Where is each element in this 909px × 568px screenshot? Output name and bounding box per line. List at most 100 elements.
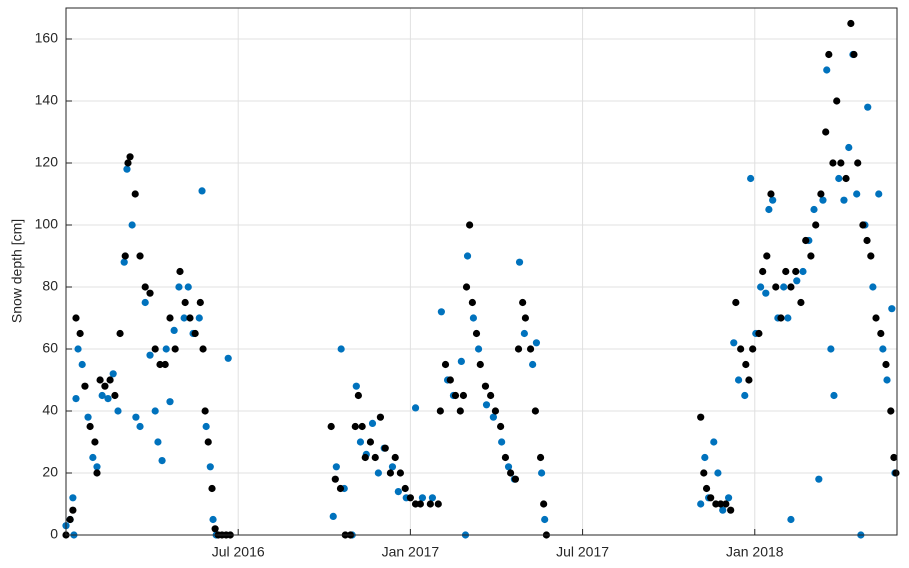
point [337, 345, 345, 353]
point [120, 258, 128, 266]
point [109, 370, 117, 378]
point [391, 453, 399, 462]
point [376, 413, 385, 421]
point [842, 174, 850, 183]
point [787, 515, 795, 524]
point [198, 187, 206, 195]
point [515, 258, 524, 266]
point [327, 422, 335, 431]
point [93, 463, 101, 471]
point [780, 283, 788, 291]
point [702, 484, 711, 493]
point [498, 438, 506, 446]
point [131, 190, 139, 198]
point [128, 221, 136, 229]
point [737, 345, 745, 353]
point [830, 391, 838, 400]
point [466, 221, 474, 229]
point [867, 252, 875, 260]
point [170, 326, 178, 334]
y-tick-label: 0 [50, 526, 58, 542]
point [476, 360, 484, 369]
point [86, 422, 94, 431]
point [331, 475, 339, 483]
point [882, 360, 890, 369]
point [734, 376, 743, 384]
point [714, 469, 722, 477]
point [132, 413, 140, 421]
point [69, 506, 77, 514]
point [777, 314, 785, 322]
point [537, 469, 546, 477]
point [540, 500, 548, 508]
point [741, 391, 749, 400]
point [141, 283, 149, 291]
point [411, 404, 420, 412]
point [394, 488, 402, 496]
point [124, 159, 132, 167]
point [428, 494, 437, 502]
point [491, 407, 500, 415]
point [892, 469, 900, 477]
point [802, 236, 810, 245]
point [123, 165, 131, 173]
point [416, 500, 424, 508]
point [719, 506, 727, 514]
point [825, 50, 833, 59]
y-tick-label: 40 [42, 402, 58, 418]
point [93, 469, 101, 477]
point [822, 128, 830, 136]
point [742, 360, 750, 369]
point [358, 422, 366, 431]
y-tick-label: 60 [42, 340, 58, 356]
y-tick-label: 100 [35, 216, 59, 232]
point [208, 484, 216, 493]
point [767, 190, 775, 198]
point [504, 463, 513, 471]
point [782, 267, 790, 276]
point [366, 438, 375, 446]
point [489, 413, 497, 421]
point [819, 196, 827, 204]
point [511, 475, 520, 483]
point [166, 314, 174, 322]
point [755, 329, 763, 338]
point [457, 357, 465, 365]
point [202, 422, 210, 431]
point [206, 463, 214, 471]
point [114, 407, 122, 415]
point [459, 391, 468, 400]
point [888, 305, 896, 313]
point [501, 453, 510, 462]
point [151, 345, 159, 353]
point [175, 283, 183, 291]
point [815, 475, 823, 483]
point [792, 267, 800, 276]
plot-frame [65, 7, 898, 536]
point [541, 515, 549, 524]
point [74, 345, 82, 353]
point [98, 391, 106, 400]
point [66, 515, 74, 524]
point [772, 283, 780, 291]
point [96, 376, 104, 384]
point [817, 190, 825, 198]
x-tick-label: Jan 2017 [382, 544, 440, 560]
point [701, 453, 709, 462]
point [697, 500, 705, 508]
point [853, 190, 861, 198]
point [745, 376, 753, 384]
point [116, 329, 124, 338]
point [101, 382, 109, 390]
point [835, 174, 843, 183]
point [462, 283, 471, 291]
point [406, 494, 414, 502]
point [154, 438, 162, 446]
point [72, 314, 80, 322]
point [722, 500, 730, 508]
point [351, 422, 359, 431]
point [850, 50, 858, 59]
point [787, 283, 795, 291]
point [81, 382, 89, 390]
point [890, 453, 898, 462]
